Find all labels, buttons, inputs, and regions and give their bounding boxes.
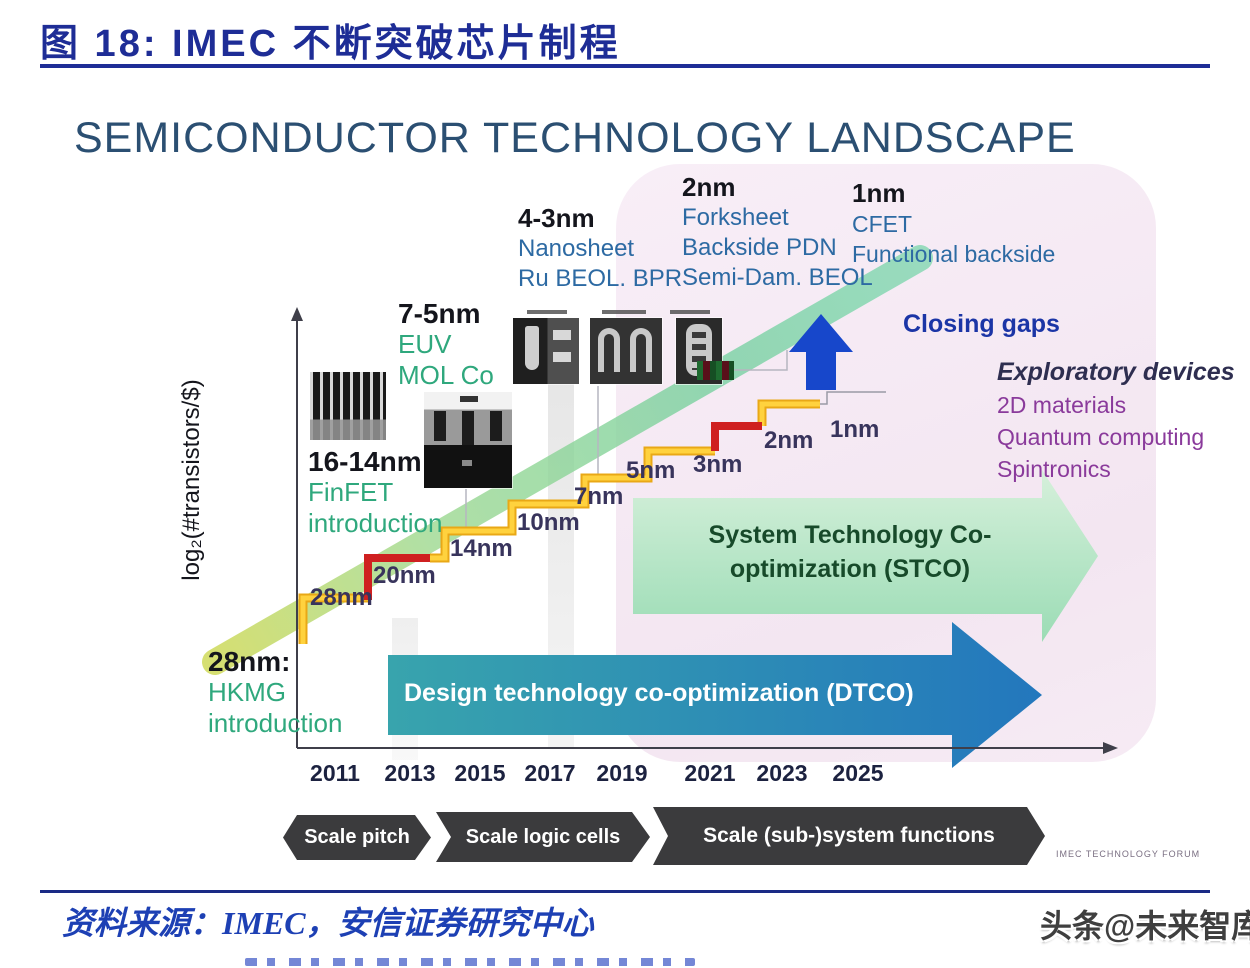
- step-label-10nm: 10nm: [517, 509, 580, 536]
- x-axis-year: 2023: [756, 760, 808, 786]
- annotation-2nm: 2nm Forksheet Backside PDN Semi-Dam. BEO…: [682, 172, 873, 293]
- watermark: 头条@未来智库: [1040, 908, 1250, 944]
- annotation-node: 4-3nm: [518, 203, 595, 233]
- x-axis-year: 2021: [684, 760, 736, 786]
- annotation-node: 16-14nm: [308, 446, 422, 477]
- sem-caption-mark: [527, 310, 567, 314]
- annotation-line: MOL Co: [398, 360, 494, 390]
- step-label-14nm: 14nm: [450, 535, 513, 562]
- sem-detail: [553, 330, 571, 340]
- banner-scale-logic-cells: Scale logic cells: [436, 812, 650, 862]
- staircase-path: [430, 448, 715, 561]
- y-axis-arrowhead: [291, 307, 303, 321]
- sem-detail: [692, 332, 706, 370]
- x-axis-year: 2017: [524, 760, 576, 786]
- sem-detail: [462, 460, 472, 466]
- annotation-line: introduction: [208, 708, 343, 738]
- sem-image-colored-overlay: [697, 361, 734, 380]
- annotation-1nm: 1nm CFET Functional backside: [852, 178, 1055, 269]
- x-axis-year: 2025: [832, 760, 884, 786]
- step-label-1nm: 1nm: [830, 416, 880, 443]
- closing-gaps-title: Closing gaps: [903, 310, 1060, 338]
- chart-title: SEMICONDUCTOR TECHNOLOGY LANDSCAPE: [74, 114, 1076, 162]
- annotation-line: Forksheet: [682, 204, 789, 231]
- connector-line: [710, 350, 788, 371]
- x-axis-year: 2015: [454, 760, 506, 786]
- step-outline-1nm: [820, 391, 886, 405]
- forum-credit: IMEC TECHNOLOGY FORUM: [1056, 849, 1201, 859]
- title-underline: [40, 64, 1210, 68]
- step-label-20nm: 20nm: [373, 562, 436, 589]
- sem-image-finfet-fins: [310, 372, 386, 440]
- sem-image-contact: [513, 318, 579, 384]
- sem-caption-mark: [670, 310, 710, 314]
- exploratory-item: Spintronics: [997, 456, 1111, 482]
- annotation-line: Functional backside: [852, 241, 1056, 267]
- sem-detail: [490, 411, 502, 441]
- sem-detail: [434, 411, 446, 441]
- dtco-arrow: [388, 622, 1042, 768]
- annotation-line: introduction: [308, 508, 443, 538]
- red-step-20nm: [364, 554, 430, 600]
- dtco-label: Design technology co-optimization (DTCO): [404, 679, 914, 707]
- annotation-node: 1nm: [852, 178, 906, 208]
- sem-caption-mark: [602, 310, 646, 314]
- sem-image-nanosheet: [590, 318, 662, 384]
- exploratory-devices-heading: Exploratory devices: [997, 358, 1235, 386]
- stco-arrow: [633, 470, 1098, 642]
- footer-divider: [40, 890, 1210, 893]
- annotation-node: 2nm: [682, 172, 736, 202]
- stco-label-line2: optimization (STCO): [729, 555, 971, 583]
- banner-scale-pitch: Scale pitch: [283, 815, 431, 860]
- x-axis-year: 2011: [310, 760, 360, 786]
- source-note: 资料来源：IMEC，安信证券研究中心: [62, 905, 594, 941]
- sem-detail: [553, 352, 571, 362]
- staircase-path: [300, 595, 368, 644]
- stco-label: System Technology Co- optimization (STCO…: [650, 518, 1050, 586]
- sem-detail: [630, 328, 652, 372]
- page-title: 图 18: IMEC 不断突破芯片制程: [40, 23, 621, 65]
- sem-detail: [598, 328, 620, 372]
- annotation-line: Ru BEOL. BPR: [518, 265, 683, 292]
- sem-image-mp11-cell: [424, 392, 512, 488]
- x-axis-year: 2019: [596, 760, 648, 786]
- annotation-line: Semi-Dam. BEOL: [682, 264, 873, 291]
- annotation-4-3nm: 4-3nm Nanosheet Ru BEOL. BPR: [518, 203, 682, 294]
- step-label-28nm: 28nm: [310, 584, 373, 611]
- sem-caption-mark: [460, 396, 478, 402]
- annotation-line: EUV: [398, 329, 452, 359]
- sem-detail: [462, 411, 474, 445]
- x-axis-arrowhead: [1103, 742, 1118, 754]
- annotation-node: 7-5nm: [398, 298, 481, 329]
- step-label-5nm: 5nm: [626, 457, 676, 484]
- exploratory-item: 2D materials: [997, 392, 1127, 418]
- blue-up-arrow: [789, 314, 853, 390]
- annotation-line: Nanosheet: [518, 235, 635, 262]
- annotation-16-14nm: 16-14nm FinFET introduction: [308, 446, 442, 539]
- step-label-2nm: 2nm: [764, 427, 814, 454]
- annotation-line: HKMG: [208, 677, 286, 707]
- banner-scale-system-functions: Scale (sub-)system functions: [653, 807, 1045, 865]
- x-axis-year: 2013: [384, 760, 436, 786]
- annotation-node: 28nm:: [208, 646, 291, 677]
- annotation-line: FinFET: [308, 477, 394, 507]
- annotation-line: CFET: [852, 211, 913, 237]
- stco-label-line1: System Technology Co-: [708, 521, 992, 549]
- y-axis-label: log₂(#transistors/$): [178, 379, 205, 581]
- annotation-line: Backside PDN: [682, 234, 837, 261]
- exploratory-item: Quantum computing: [997, 424, 1205, 450]
- staircase-outline: [757, 399, 820, 426]
- sem-detail: [525, 326, 539, 370]
- red-step-3nm: [711, 422, 762, 451]
- staircase-path: [759, 401, 820, 426]
- step-label-3nm: 3nm: [693, 451, 743, 478]
- step-label-7nm: 7nm: [574, 483, 624, 510]
- annotation-28nm: 28nm: HKMG introduction: [208, 646, 342, 739]
- annotation-7-5nm: 7-5nm EUV MOL Co: [398, 298, 494, 391]
- cropped-text-fragment: [245, 958, 695, 966]
